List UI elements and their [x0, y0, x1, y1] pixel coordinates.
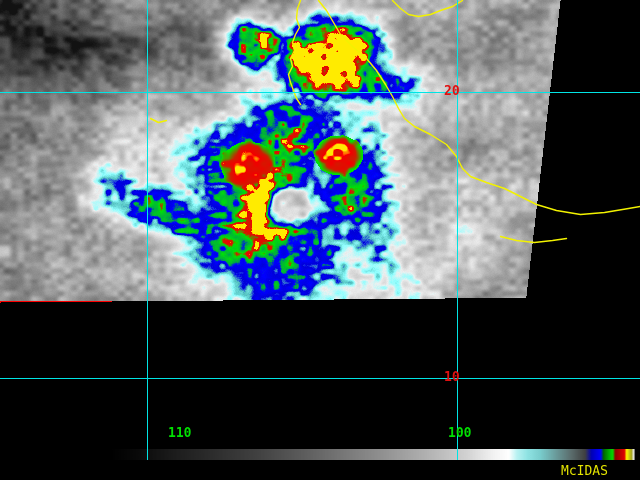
longitude-label-100: 100	[448, 426, 472, 441]
graticule-lat-10n	[0, 378, 640, 379]
status-line: 10001 G-11 IMG 4 2 JUL 08184 014600 0735…	[0, 464, 640, 480]
satellite-image-area[interactable]	[0, 0, 640, 310]
color-enhancement-bar-canvas[interactable]	[110, 449, 635, 460]
satellite-image-canvas[interactable]	[0, 0, 640, 310]
color-enhancement-bar[interactable]	[110, 449, 635, 460]
longitude-label-110: 110	[168, 426, 192, 441]
latitude-label-10: 10	[444, 370, 460, 385]
status-line-text-group: 10001 G-11 IMG 4 2 JUL 08184 014600 0735…	[13, 464, 537, 480]
mcidas-brand-label: McIDAS	[561, 464, 608, 479]
